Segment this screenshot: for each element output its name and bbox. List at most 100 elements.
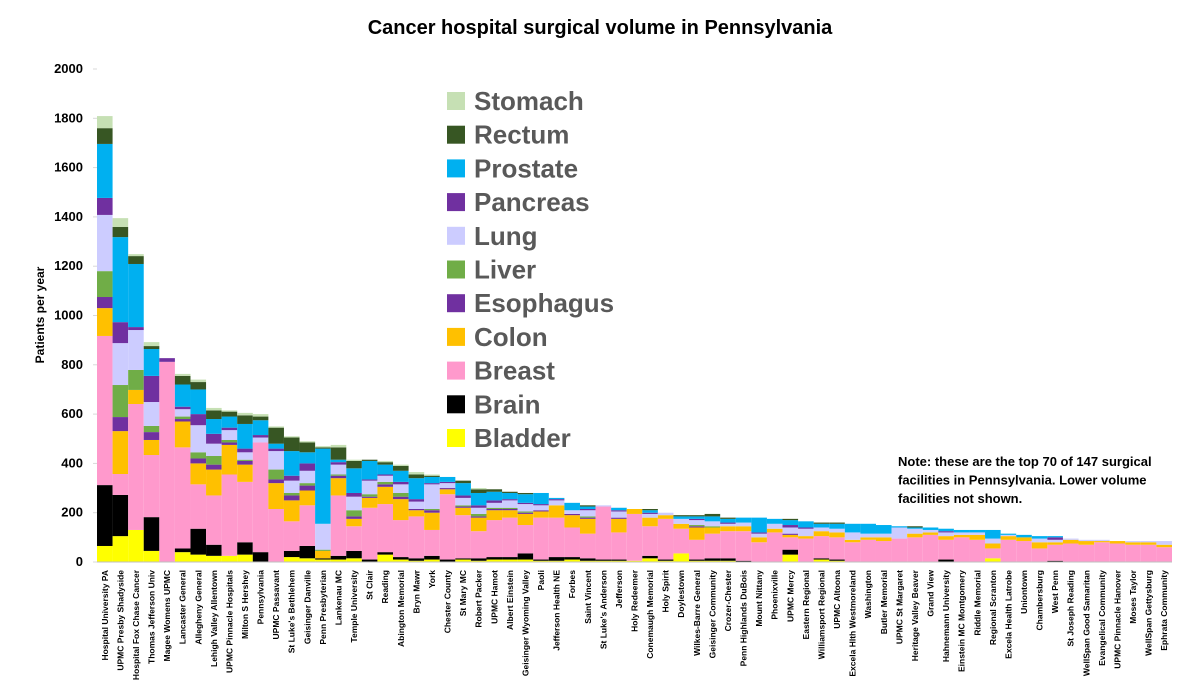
- bar-segment: [346, 526, 362, 551]
- bar-segment: [564, 510, 580, 514]
- bar-segment: [517, 525, 534, 554]
- bar-segment: [1031, 538, 1048, 543]
- x-tick-label: Hospital University PA: [100, 570, 110, 661]
- bar-segment: [190, 382, 207, 390]
- bar-segment: [206, 419, 222, 434]
- x-tick-label: St Luke's Bethlehem: [287, 570, 297, 654]
- bar-segment: [174, 548, 191, 553]
- x-tick-label: Thomas Jefferson Univ: [147, 570, 157, 664]
- bar-segment: [470, 505, 487, 508]
- y-tick-label: 1400: [54, 209, 83, 224]
- bar-segment: [657, 559, 674, 561]
- bar-segment: [798, 521, 814, 528]
- bar-segment: [735, 522, 752, 527]
- bar-segment: [221, 416, 238, 428]
- bar-segment: [875, 537, 892, 542]
- bar-segment: [922, 532, 939, 535]
- x-tick-label: West Penn: [1050, 570, 1060, 613]
- bar-segment: [720, 518, 736, 523]
- bar-segment: [1125, 541, 1141, 543]
- bar-segment: [377, 462, 394, 465]
- bar-segment: [128, 327, 144, 331]
- bar-segment: [237, 542, 253, 555]
- bar-segment: [704, 513, 721, 517]
- bar-segment: [969, 539, 986, 562]
- bar-segment: [657, 560, 674, 562]
- bar-segment: [237, 481, 253, 543]
- bar-segment: [673, 523, 690, 529]
- x-tick-label: St Mary MC: [458, 570, 468, 616]
- bar-segment: [844, 542, 861, 562]
- bar-segment: [860, 523, 876, 534]
- bar-segment: [97, 485, 113, 546]
- x-tick-label: Bryn Mawr: [411, 569, 421, 613]
- bar-segment: [283, 451, 300, 476]
- bar-segment: [97, 335, 113, 486]
- bar-segment: [751, 532, 767, 534]
- bar-segment: [393, 465, 409, 471]
- bar-segment: [330, 444, 347, 448]
- bar-segment: [361, 496, 378, 498]
- bar-segment: [424, 510, 440, 513]
- bar-segment: [330, 459, 347, 463]
- bar-segment: [689, 520, 705, 526]
- bar-segment: [735, 560, 752, 562]
- bar-segment: [143, 346, 160, 350]
- bar-segment: [346, 460, 362, 469]
- bar-segment: [907, 537, 923, 562]
- bar-segment: [377, 484, 394, 487]
- bar-segment: [720, 560, 736, 562]
- bar-segment: [798, 536, 814, 539]
- bar-segment: [938, 528, 954, 532]
- bar-segment: [361, 494, 378, 497]
- bar-segment: [377, 475, 394, 482]
- bar-segment: [502, 499, 518, 501]
- bar-segment: [704, 533, 721, 559]
- bar-segment: [1000, 533, 1017, 535]
- bar-segment: [985, 543, 1001, 549]
- bar-segment: [798, 528, 814, 537]
- bar-segment: [1156, 544, 1172, 548]
- y-tick-label: 200: [61, 505, 83, 520]
- bar-segment: [408, 510, 425, 517]
- bar-segment: [221, 439, 238, 443]
- bar-segment: [1016, 534, 1032, 538]
- bar-segment: [875, 525, 892, 534]
- bar-segment: [252, 435, 269, 438]
- bar-segment: [689, 539, 705, 560]
- bar-segment: [579, 560, 596, 562]
- bar-segment: [486, 509, 503, 511]
- bar-segment: [564, 527, 580, 558]
- bar-segment: [782, 527, 799, 534]
- bar-segment: [922, 529, 939, 533]
- bar-segment: [237, 448, 253, 453]
- bar-segment: [907, 527, 923, 529]
- bar-segment: [470, 507, 487, 514]
- bar-segment: [424, 559, 440, 562]
- bar-segment: [128, 330, 144, 370]
- bar-segment: [408, 478, 425, 500]
- x-tick-label: Abington Memorial: [396, 570, 406, 647]
- bar-segment: [112, 237, 129, 323]
- legend-swatch: [447, 159, 465, 178]
- bar-segment: [470, 488, 487, 490]
- bar-segment: [377, 504, 394, 553]
- bar-segment: [408, 472, 425, 475]
- bar-segment: [128, 256, 144, 264]
- bar-segment: [470, 492, 487, 506]
- bar-segment: [564, 559, 580, 562]
- x-tick-label: Robert Packer: [474, 569, 484, 627]
- x-tick-label: Heritage Valley Beaver: [910, 569, 920, 661]
- bar-segment: [533, 510, 549, 512]
- bar-segment: [143, 375, 160, 403]
- bar-segment: [470, 560, 487, 562]
- bar-segment: [455, 515, 471, 559]
- bar-segment: [579, 509, 596, 511]
- bar-segment: [393, 496, 409, 500]
- bar-segment: [112, 218, 129, 228]
- bar-segment: [782, 534, 799, 538]
- bar-segment: [642, 555, 658, 559]
- bar-segment: [455, 495, 471, 498]
- bar-segment: [143, 402, 160, 426]
